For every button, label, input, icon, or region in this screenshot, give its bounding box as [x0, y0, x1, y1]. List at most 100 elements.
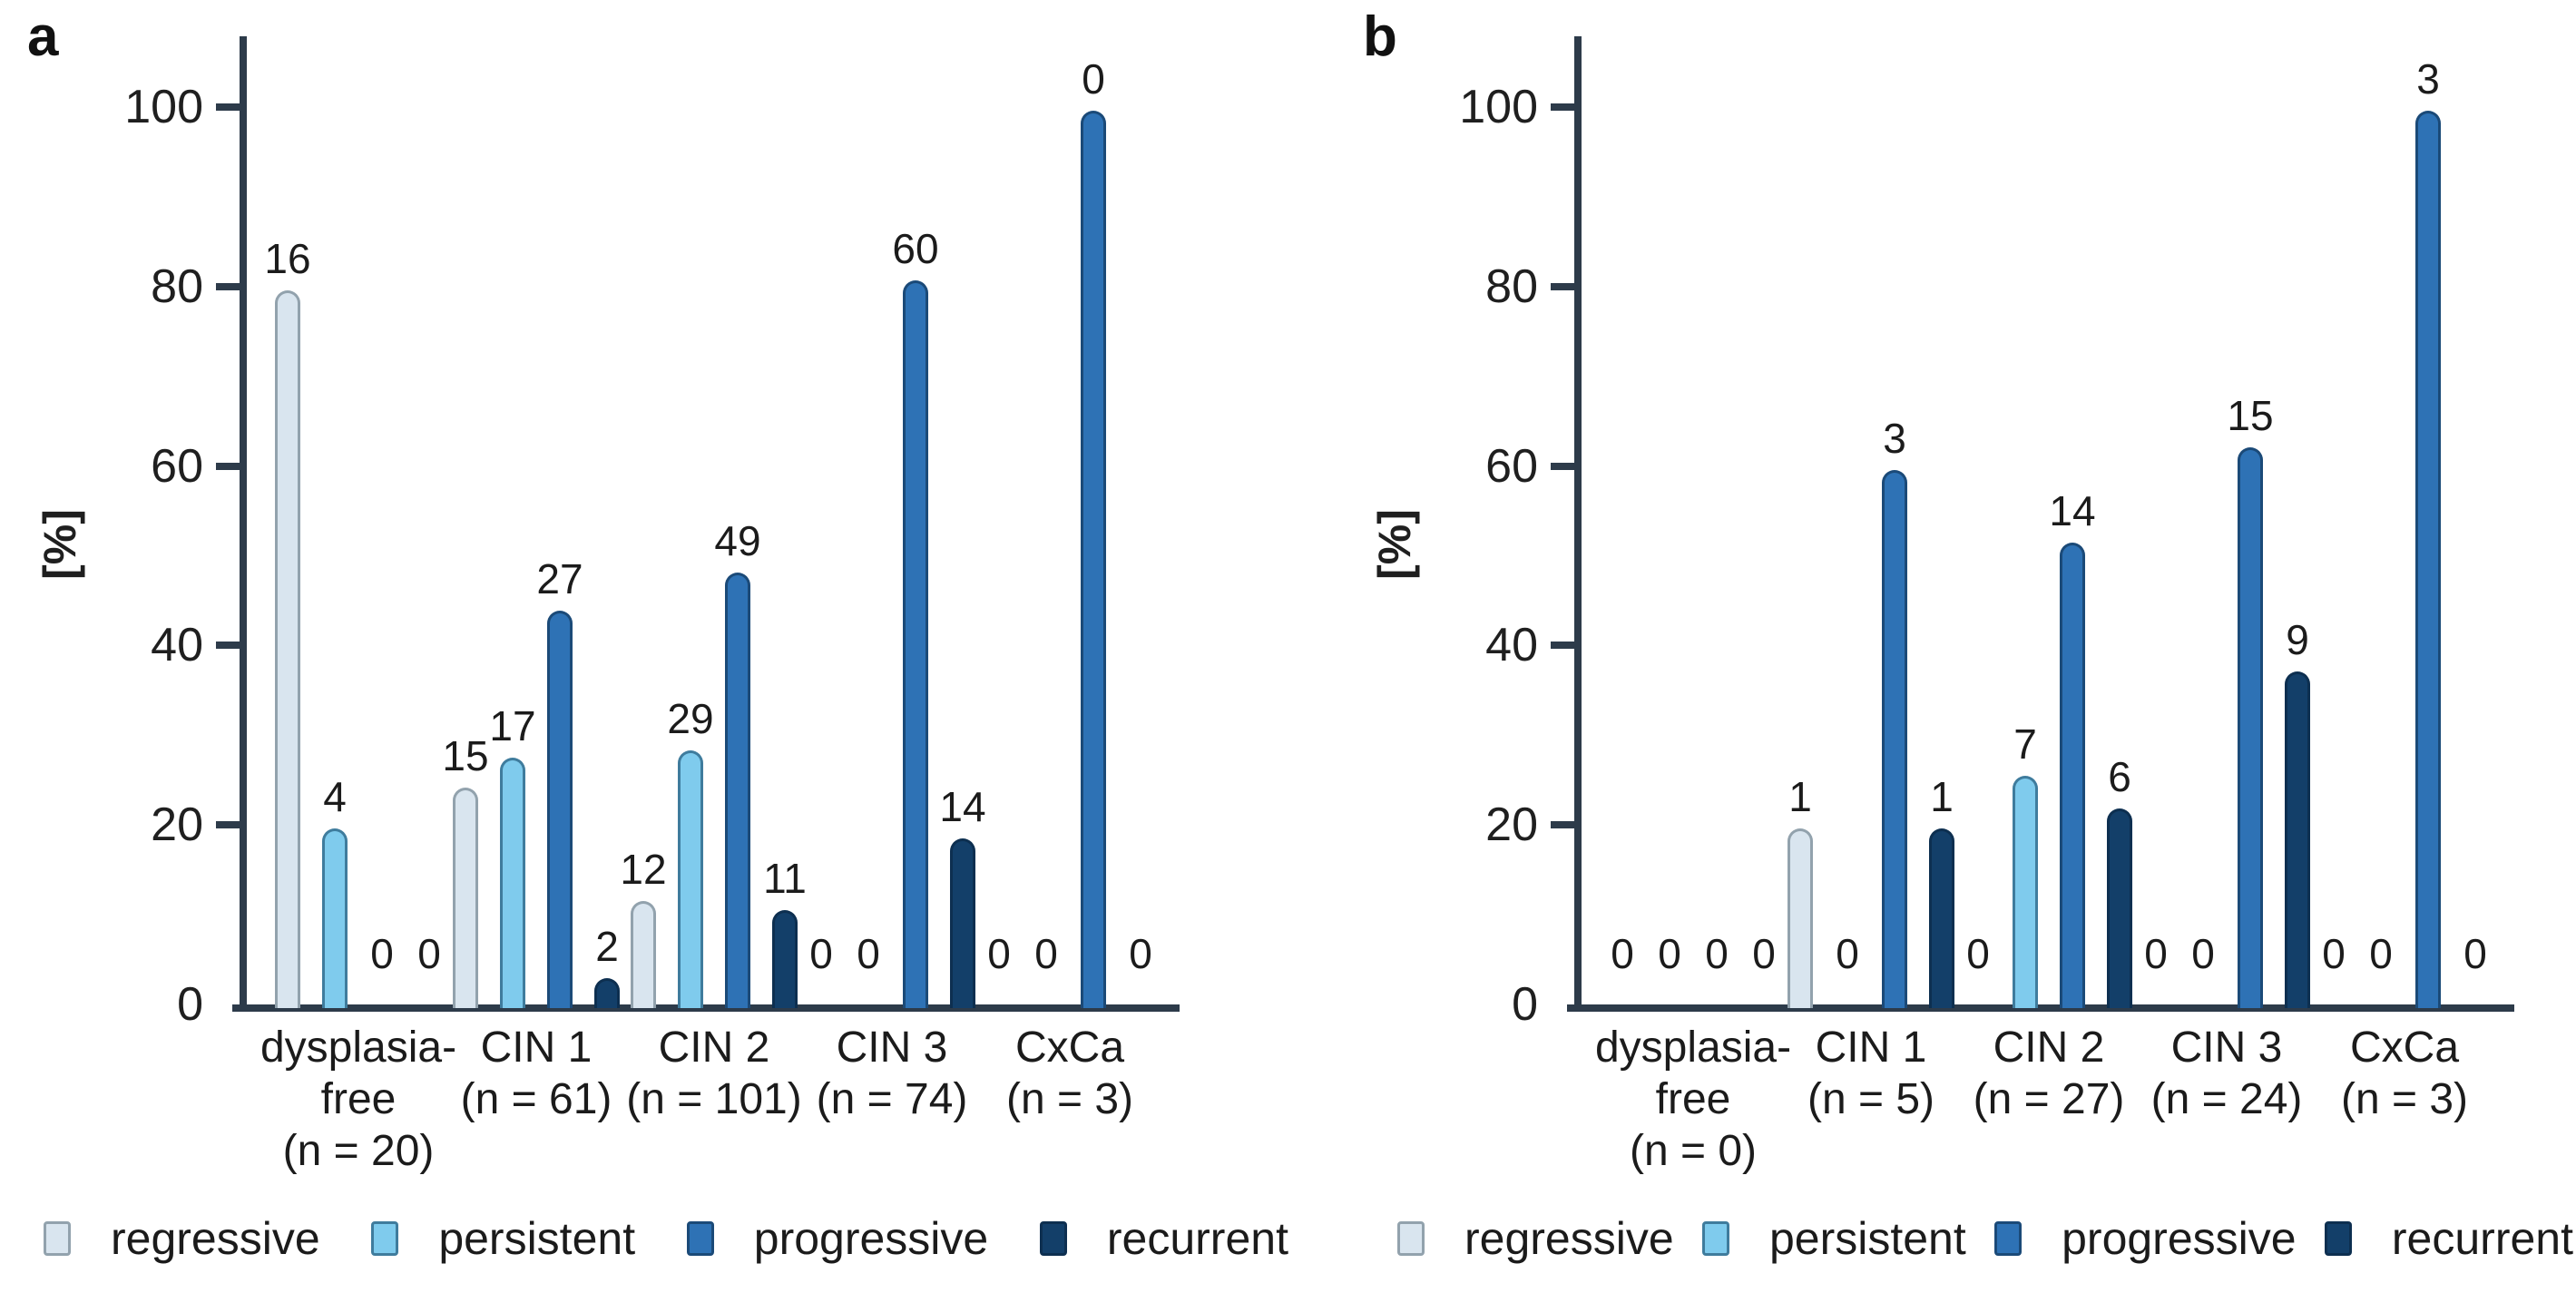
bar-value-label: 16	[264, 235, 311, 282]
bar-value-label: 0	[1966, 930, 1990, 977]
x-axis	[1567, 1004, 2514, 1012]
legend-item-persistent: persistent	[1701, 1213, 1966, 1264]
y-axis	[1574, 36, 1582, 1012]
legend-label: progressive	[753, 1213, 989, 1264]
category-label: CIN 3 (n = 74)	[816, 1024, 968, 1123]
bar-recurrent	[2285, 671, 2310, 1008]
bar-value-label: 4	[323, 773, 347, 820]
y-tick-label: 40	[151, 619, 203, 672]
bar-value-label: 0	[1129, 930, 1152, 977]
bar-recurrent	[594, 978, 620, 1008]
bar-regressive	[631, 901, 656, 1008]
bar-recurrent	[950, 838, 975, 1008]
y-axis-label-b: [%]	[1369, 509, 1420, 580]
bar-value-label: 60	[892, 225, 939, 272]
y-tick	[216, 103, 240, 111]
legend-label: persistent	[438, 1213, 636, 1264]
bar-progressive	[1081, 111, 1106, 1008]
legend-swatch-persistent-icon	[371, 1221, 399, 1256]
y-tick-label: 0	[177, 978, 203, 1031]
bar-value-label: 1	[1930, 773, 1954, 820]
legend-label: recurrent	[2391, 1213, 2573, 1264]
bar-value-label: 0	[2463, 930, 2487, 977]
bar-value-label: 0	[1658, 930, 1681, 977]
bar-value-label: 0	[1611, 930, 1634, 977]
legend-swatch-progressive-icon	[686, 1221, 714, 1256]
bar-value-label: 0	[1082, 55, 1105, 103]
legend-label: recurrent	[1106, 1213, 1288, 1264]
category-label: CxCa (n = 3)	[1005, 1024, 1134, 1123]
bar-value-label: 0	[1034, 930, 1058, 977]
bar-value-label: 49	[714, 517, 761, 564]
bar-recurrent	[2107, 808, 2132, 1008]
bar-recurrent	[1929, 828, 1954, 1008]
legend-label: regressive	[111, 1213, 320, 1264]
legend-panel-b: regressive persistent progressive recurrent	[1397, 1209, 2573, 1269]
y-tick-label: 20	[151, 798, 203, 852]
legend-item-persistent: persistent	[371, 1216, 635, 1261]
bar-persistent	[500, 758, 525, 1008]
y-tick	[216, 282, 240, 290]
bar-value-label: 14	[939, 783, 986, 830]
category-label: CIN 3 (n = 24)	[2150, 1024, 2303, 1123]
bar-progressive	[2060, 543, 2085, 1008]
bar-regressive	[453, 788, 478, 1008]
bar-value-label: 0	[2144, 930, 2168, 977]
bar-persistent	[678, 750, 703, 1008]
bar-value-label: 2	[595, 923, 619, 970]
y-tick-label: 0	[1512, 978, 1538, 1031]
bar-recurrent	[772, 910, 798, 1008]
bar-value-label: 14	[2049, 487, 2096, 534]
bar-regressive	[1788, 828, 1813, 1008]
bar-value-label: 0	[857, 930, 880, 977]
y-tick-label: 80	[151, 260, 203, 313]
bar-value-label: 0	[1752, 930, 1776, 977]
bar-progressive	[725, 573, 750, 1008]
legend-label: regressive	[1464, 1213, 1674, 1264]
bar-value-label: 29	[667, 695, 714, 742]
bar-value-label: 0	[2369, 930, 2393, 977]
bar-value-label: 0	[417, 930, 441, 977]
y-tick-label: 40	[1485, 619, 1538, 672]
category-label: CIN 2 (n = 101)	[626, 1024, 802, 1123]
bar-value-label: 27	[536, 555, 583, 602]
bar-persistent	[2013, 776, 2038, 1008]
y-tick	[1551, 642, 1574, 650]
bar-value-label: 0	[2322, 930, 2346, 977]
y-tick-label: 20	[1485, 798, 1538, 852]
y-tick-label: 60	[1485, 439, 1538, 493]
legend-label: persistent	[1768, 1213, 1966, 1264]
legend-label: progressive	[2062, 1213, 2297, 1264]
bar-value-label: 0	[1705, 930, 1729, 977]
bar-progressive	[2238, 447, 2263, 1008]
y-tick	[1551, 103, 1574, 111]
y-tick	[216, 821, 240, 829]
bar-value-label: 15	[442, 732, 489, 779]
bar-value-label: 7	[2013, 720, 2037, 768]
legend-swatch-persistent-icon	[1701, 1221, 1729, 1256]
legend-item-progressive: progressive	[686, 1213, 989, 1264]
bar-progressive	[903, 280, 928, 1008]
y-axis	[240, 36, 247, 1012]
bar-persistent	[322, 828, 348, 1008]
bar-regressive	[275, 290, 300, 1008]
bar-value-label: 1	[1788, 773, 1812, 820]
y-tick-label: 80	[1485, 260, 1538, 313]
bar-value-label: 17	[489, 702, 536, 749]
category-label: CIN 2 (n = 27)	[1973, 1024, 2125, 1123]
bar-value-label: 0	[987, 930, 1011, 977]
bar-progressive	[547, 611, 573, 1008]
y-tick	[1551, 462, 1574, 470]
bar-value-label: 0	[809, 930, 833, 977]
bar-value-label: 0	[1836, 930, 1859, 977]
legend-item-regressive: regressive	[44, 1216, 320, 1261]
panel-letter-a: a	[27, 5, 59, 68]
bar-progressive	[2415, 111, 2441, 1008]
bar-value-label: 11	[763, 855, 807, 902]
y-tick-label: 100	[124, 81, 203, 133]
bar-value-label: 3	[2416, 55, 2440, 103]
category-label: CIN 1 (n = 5)	[1807, 1024, 1935, 1123]
bar-value-label: 6	[2108, 753, 2131, 800]
bar-value-label: 0	[2191, 930, 2215, 977]
